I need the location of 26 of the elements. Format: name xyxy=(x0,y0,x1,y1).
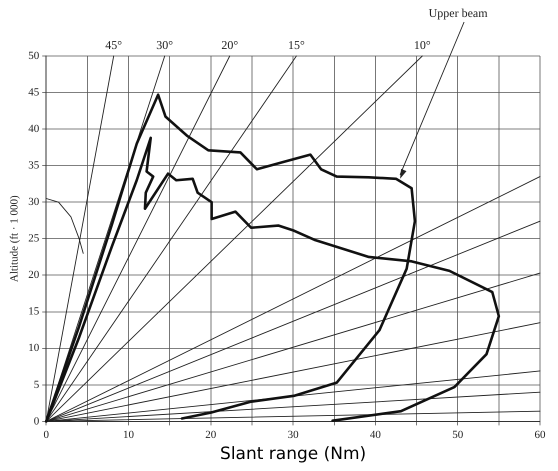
y-tick-label: 25 xyxy=(28,232,40,245)
x-tick-label: 40 xyxy=(370,428,382,441)
x-axis-title: Slant range (Nm) xyxy=(220,444,366,464)
series-label: 30° xyxy=(156,38,174,52)
y-tick-label: 20 xyxy=(28,269,40,282)
x-tick-label: 20 xyxy=(205,428,217,441)
y-tick-label: 50 xyxy=(28,50,40,62)
x-tick-label: 50 xyxy=(452,428,464,441)
annotation: Upper beam xyxy=(428,6,488,20)
y-tick-label: 5 xyxy=(34,378,40,391)
series-label: 15° xyxy=(288,38,305,52)
x-tick-label: 10 xyxy=(123,428,134,441)
series-label: 45° xyxy=(105,38,122,52)
y-tick-label: 30 xyxy=(28,196,40,208)
series-label: 20° xyxy=(221,38,238,52)
y-tick-label: 15 xyxy=(28,306,40,318)
x-tick-label: 0 xyxy=(43,428,50,441)
x-tick-label: 30 xyxy=(288,428,300,441)
x-tick-label: 60 xyxy=(534,428,546,441)
series-label: 10° xyxy=(414,38,431,52)
y-tick-label: 40 xyxy=(28,122,40,135)
y-tick-label: 45 xyxy=(28,86,40,98)
y-tick-label: 10 xyxy=(28,342,40,354)
y-tick-label: 0 xyxy=(34,415,40,428)
y-axis-title: Altitude (ft · 1 000) xyxy=(8,194,20,282)
y-tick-label: 35 xyxy=(28,160,40,172)
